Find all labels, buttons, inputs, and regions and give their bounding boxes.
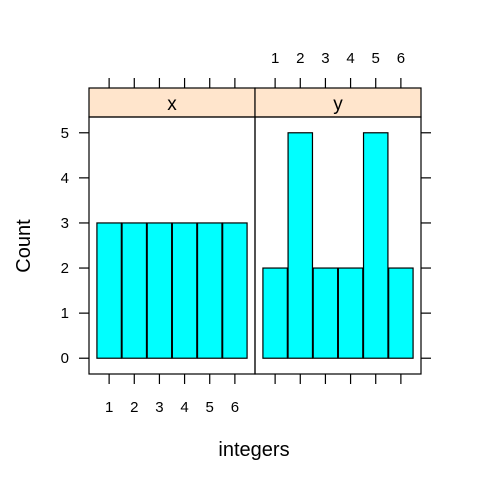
bar-y-4 <box>338 268 362 358</box>
y-tick-label-2: 2 <box>61 260 69 277</box>
bar-y-3 <box>313 268 337 358</box>
x-tick-label-y-1: 1 <box>271 50 279 67</box>
x-tick-label-x-2: 2 <box>130 399 138 416</box>
y-axis-title: Count <box>13 219 35 273</box>
bar-y-2 <box>288 133 312 358</box>
x-tick-label-x-5: 5 <box>206 399 214 416</box>
x-tick-label-y-2: 2 <box>296 50 304 67</box>
y-tick-label-0: 0 <box>61 350 69 367</box>
x-tick-label-y-4: 4 <box>346 50 354 67</box>
bar-x-6 <box>223 223 247 358</box>
y-tick-label-3: 3 <box>61 215 69 232</box>
bar-y-6 <box>389 268 413 358</box>
bar-x-1 <box>97 223 121 358</box>
x-tick-label-x-6: 6 <box>231 399 239 416</box>
strip-label-x: x <box>167 94 177 115</box>
strip-label-y: y <box>333 94 343 115</box>
bar-y-1 <box>263 268 287 358</box>
x-tick-label-y-3: 3 <box>321 50 329 67</box>
bar-y-5 <box>364 133 388 358</box>
y-tick-label-1: 1 <box>61 305 69 322</box>
x-tick-label-y-6: 6 <box>397 50 405 67</box>
bar-x-3 <box>147 223 171 358</box>
x-tick-label-x-4: 4 <box>180 399 188 416</box>
bar-x-2 <box>122 223 146 358</box>
x-tick-label-y-5: 5 <box>372 50 380 67</box>
bar-x-5 <box>198 223 222 358</box>
y-tick-label-5: 5 <box>61 125 69 142</box>
x-tick-label-x-3: 3 <box>155 399 163 416</box>
x-axis-title: integers <box>218 439 289 461</box>
bar-x-4 <box>172 223 196 358</box>
y-tick-label-4: 4 <box>61 170 69 187</box>
x-tick-label-x-1: 1 <box>105 399 113 416</box>
